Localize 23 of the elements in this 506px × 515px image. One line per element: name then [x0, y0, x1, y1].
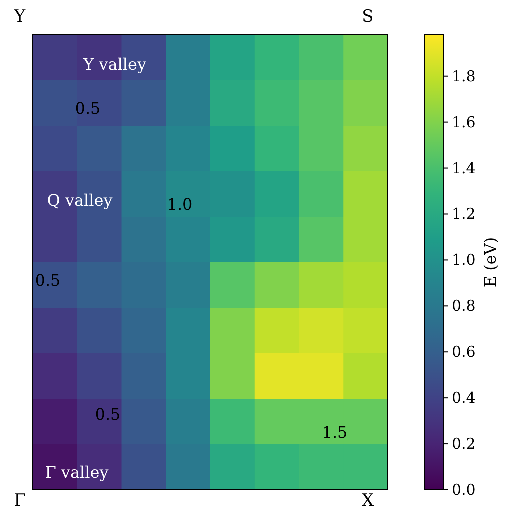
annotation: 0.5: [75, 99, 101, 118]
annotation: 1.5: [322, 423, 348, 442]
color-bar-label: 1.0: [452, 251, 476, 270]
color-bar-label: 0.4: [452, 389, 476, 408]
color-bar-label: 0.0: [452, 481, 476, 499]
text: Γ: [14, 491, 26, 511]
color-bar-label: 0.6: [452, 343, 476, 362]
color-bar-label: 1.6: [452, 113, 476, 132]
color-bar-label: 0.2: [452, 435, 476, 454]
color-bar-label: 1.8: [452, 67, 476, 86]
color-bar-title: E (eV): [481, 237, 500, 288]
annotation: 0.5: [35, 271, 61, 290]
annotation: Γ valley: [45, 463, 109, 482]
color-bar-label: 1.2: [452, 205, 476, 224]
text: S: [362, 7, 374, 27]
annotation: 1.0: [167, 195, 193, 214]
text: X: [362, 491, 375, 511]
color-bar-label: 1.4: [452, 159, 476, 178]
annotation: Q valley: [47, 191, 113, 210]
text: Y: [13, 7, 26, 27]
annotation: 0.5: [95, 405, 121, 424]
color-bar-label: 0.8: [452, 297, 476, 316]
annotation: Y valley: [82, 55, 146, 74]
